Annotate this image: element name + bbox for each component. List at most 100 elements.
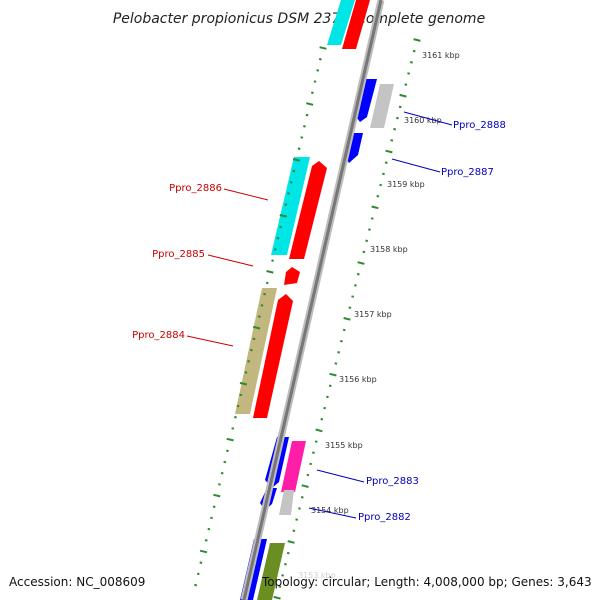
ruler-tick (252, 337, 256, 341)
ruler-tick (328, 384, 332, 388)
ruler-tick (199, 561, 203, 564)
ruler-tick (382, 172, 385, 176)
tick-label: 3160 kbp (404, 116, 442, 125)
gene-label-ppro2885[interactable]: Ppro_2885 (152, 249, 205, 260)
ruler-tick (326, 395, 329, 399)
ruler-tick (252, 325, 261, 330)
ruler-tick (247, 360, 251, 363)
leader-ppro2888 (403, 111, 453, 126)
gene-label-ppro2887[interactable]: Ppro_2887 (441, 167, 494, 178)
ruler-tick (385, 149, 393, 154)
ruler-tick (362, 250, 366, 254)
gene-labels: Ppro_2888 Ppro_2887 Ppro_2886 Ppro_2885 … (132, 120, 506, 523)
ruler-tick (379, 183, 383, 187)
ruler-tick (300, 136, 304, 139)
gene-label-ppro2888[interactable]: Ppro_2888 (453, 120, 506, 131)
ruler-tick (218, 483, 221, 486)
ruler-tick (204, 539, 208, 542)
ruler-tick (343, 317, 351, 321)
feature-gray-ppro2888 (370, 84, 394, 128)
ruler-tick (297, 147, 301, 150)
ruler-tick (263, 292, 267, 296)
tick-label: 3159 kbp (387, 180, 425, 189)
gene-label-ppro2883[interactable]: Ppro_2883 (366, 476, 419, 487)
ruler-tick (298, 507, 301, 510)
ruler-tick (316, 69, 320, 72)
ruler-tick (399, 93, 407, 98)
ruler-tick (348, 306, 352, 309)
ruler-tick (271, 259, 274, 262)
ruler-tick (303, 125, 306, 128)
ruler-tick (370, 217, 374, 220)
ruler-tick (289, 181, 293, 184)
ruler-tick (315, 428, 323, 433)
ruler-tick (371, 205, 379, 210)
ruler-tick (412, 49, 416, 53)
tick-label: 3155 kbp (325, 441, 363, 450)
feature-pink-ppro2883 (281, 441, 306, 492)
ruler-tick (357, 261, 365, 265)
ruler-tick (276, 236, 280, 240)
ruler-tick (334, 362, 338, 365)
ruler-tick (249, 348, 253, 352)
ruler-tick (329, 372, 337, 377)
ruler-tick (287, 540, 295, 544)
ruler-tick (257, 315, 261, 318)
feature-red-ppro2884 (253, 294, 293, 418)
ruler-tick (318, 57, 322, 61)
ruler-tick (354, 284, 357, 287)
ruler-tick (287, 192, 290, 195)
ruler-tick (351, 295, 355, 298)
ruler-tick (236, 404, 240, 408)
ruler-tick (390, 139, 394, 142)
leader-lines (186, 111, 453, 519)
ruler-tick (319, 46, 327, 50)
ruler-tick (223, 460, 227, 464)
accession-text: Accession: NC_008609 (9, 575, 145, 589)
ruler-tick (239, 381, 248, 386)
ruler-tick (212, 505, 216, 508)
feature-olive-bottom (257, 543, 285, 600)
ruler-tick (295, 518, 299, 521)
ruler-tick (281, 574, 285, 577)
ruler-tick (207, 527, 211, 531)
leader-ppro2883 (316, 469, 365, 483)
ruler-tick (292, 529, 296, 533)
topology-text: Topology: circular; Length: 4,008,000 bp… (261, 575, 592, 589)
feature-gray-ppro2882 (279, 490, 294, 515)
gene-label-ppro2886[interactable]: Ppro_2886 (169, 183, 222, 194)
ruler-tick (273, 595, 281, 600)
ruler-tick (239, 393, 243, 397)
ruler-tick (312, 451, 315, 454)
leader-ppro2884 (186, 335, 234, 347)
ruler-tick (266, 270, 274, 274)
ruler-tick (284, 203, 288, 206)
tick-label: 3154 kbp (311, 506, 349, 515)
gene-label-ppro2882[interactable]: Ppro_2882 (358, 512, 411, 523)
tick-label: 3161 kbp (422, 51, 460, 60)
feature-cyan-top (327, 0, 355, 45)
tick-label: 3153 kbp (298, 571, 336, 580)
ruler-tick (213, 493, 221, 498)
ruler-tick (233, 416, 237, 419)
ruler-tick (393, 127, 397, 131)
ruler-tick (260, 304, 264, 307)
ruler-tick (320, 418, 324, 421)
ruler-tick (395, 116, 399, 120)
ruler-tick (220, 471, 224, 475)
feature-cyan-ppro2886 (271, 157, 310, 255)
feature-red-top (342, 0, 370, 49)
ruler-dots-left (194, 46, 327, 587)
genome-title: Pelobacter propionicus DSM 2379, complet… (113, 11, 485, 27)
ruler-tick (306, 102, 314, 106)
tick-label: 3157 kbp (354, 310, 392, 319)
gene-label-ppro2884[interactable]: Ppro_2884 (132, 330, 185, 341)
ruler-tick (413, 38, 421, 42)
ruler-tick (398, 105, 402, 109)
ruler-tick (210, 516, 213, 520)
ruler-tick (323, 406, 327, 410)
feature-red-ppro2885 (284, 267, 300, 285)
ruler-tick (337, 351, 341, 354)
ruler-tick (407, 72, 411, 75)
